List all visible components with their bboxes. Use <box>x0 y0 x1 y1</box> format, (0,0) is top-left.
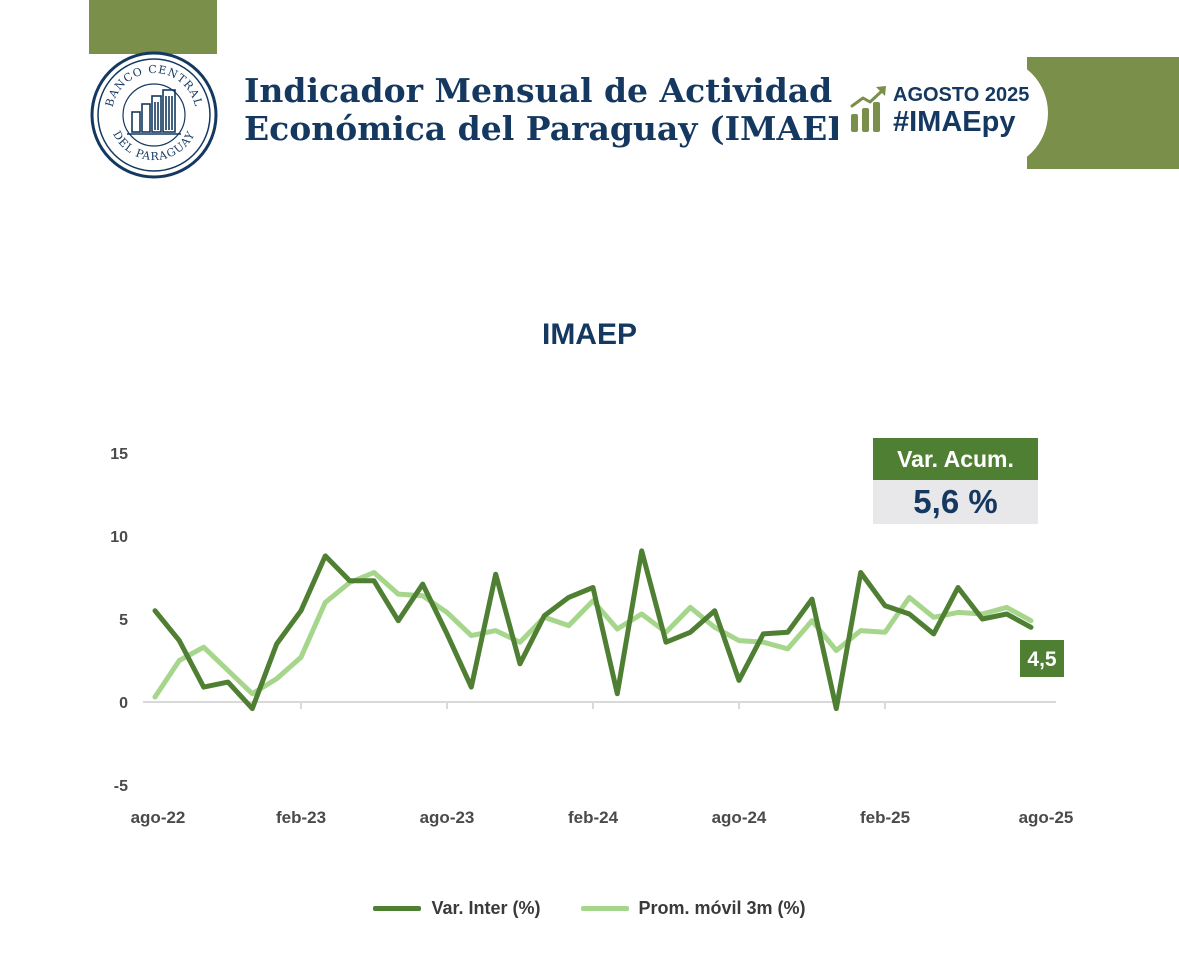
legend-swatch-var-inter <box>373 906 422 911</box>
legend-item-moving-average: Prom. móvil 3m (%) <box>580 898 806 919</box>
page-title-line-1: Indicador Mensual de Actividad <box>244 71 833 110</box>
x-tick-label: feb-23 <box>276 808 326 827</box>
accumulated-variation-label: Var. Acum. <box>873 438 1038 480</box>
legend-item-var-inter: Var. Inter (%) <box>373 898 541 919</box>
x-tick-label: ago-23 <box>420 808 475 827</box>
legend-swatch-moving-average <box>580 906 629 911</box>
chart-legend: Var. Inter (%) Prom. móvil 3m (%) <box>0 898 1179 919</box>
header-accent-tab <box>89 0 217 54</box>
y-tick-label: 10 <box>110 529 128 546</box>
x-tick-label: feb-24 <box>568 808 619 827</box>
x-tick-label: ago-24 <box>712 808 767 827</box>
growth-chart-icon <box>850 84 888 136</box>
accumulated-variation-box: Var. Acum. 5,6 % <box>873 438 1038 524</box>
legend-label-moving-average: Prom. móvil 3m (%) <box>638 898 806 918</box>
accumulated-variation-value: 5,6 % <box>873 480 1038 524</box>
bank-seal-logo: BANCO CENTRAL DEL PARAGUAY <box>89 50 219 180</box>
page-title: Indicador Mensual de Actividad Económica… <box>244 72 868 148</box>
x-tick-label: ago-25 <box>1019 808 1074 827</box>
chart-title: IMAEP <box>541 318 637 351</box>
y-tick-label: -5 <box>114 778 128 795</box>
series-line-moving-average <box>152 570 1034 700</box>
x-tick-label: ago-22 <box>131 808 186 827</box>
last-value-label: 4,5 <box>1027 648 1057 671</box>
last-value-box <box>1020 640 1064 677</box>
legend-label-var-inter: Var. Inter (%) <box>431 898 541 918</box>
badge-accent-background <box>1027 57 1179 169</box>
page-title-line-2: Económica del Paraguay (IMAEP) <box>244 109 868 148</box>
y-tick-label: 0 <box>119 695 128 712</box>
y-tick-label: 15 <box>110 446 128 463</box>
badge-month: AGOSTO 2025 <box>893 84 1030 106</box>
x-tick-label: feb-25 <box>860 808 910 827</box>
badge-hashtag: #IMAEpy <box>893 106 1016 138</box>
series-line-var-inter <box>152 548 1034 712</box>
y-tick-label: 5 <box>119 612 128 629</box>
building-icon <box>127 89 181 135</box>
